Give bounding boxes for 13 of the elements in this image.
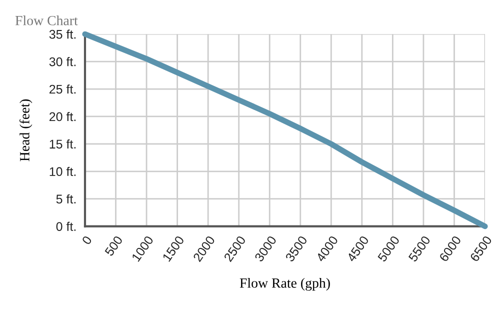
y-tick-label: 35 ft. <box>49 30 76 39</box>
y-tick-label: 5 ft. <box>56 194 76 204</box>
y-tick-label: 20 ft. <box>50 112 76 122</box>
y-tick-label: 15 ft. <box>50 139 76 149</box>
x-tick-label: 0 <box>82 235 92 246</box>
y-axis-title: Head (feet) <box>19 99 32 162</box>
x-axis-title: Flow Rate (gph) <box>240 278 330 291</box>
y-tick-label: 30 ft. <box>49 57 76 66</box>
y-tick-label: 0 ft. <box>56 222 76 231</box>
y-tick-label: 25 ft. <box>50 84 76 94</box>
x-tick-label: 500 <box>104 235 124 257</box>
chart-title: Flow Chart <box>15 16 78 26</box>
y-tick-label: 10 ft. <box>50 166 76 176</box>
